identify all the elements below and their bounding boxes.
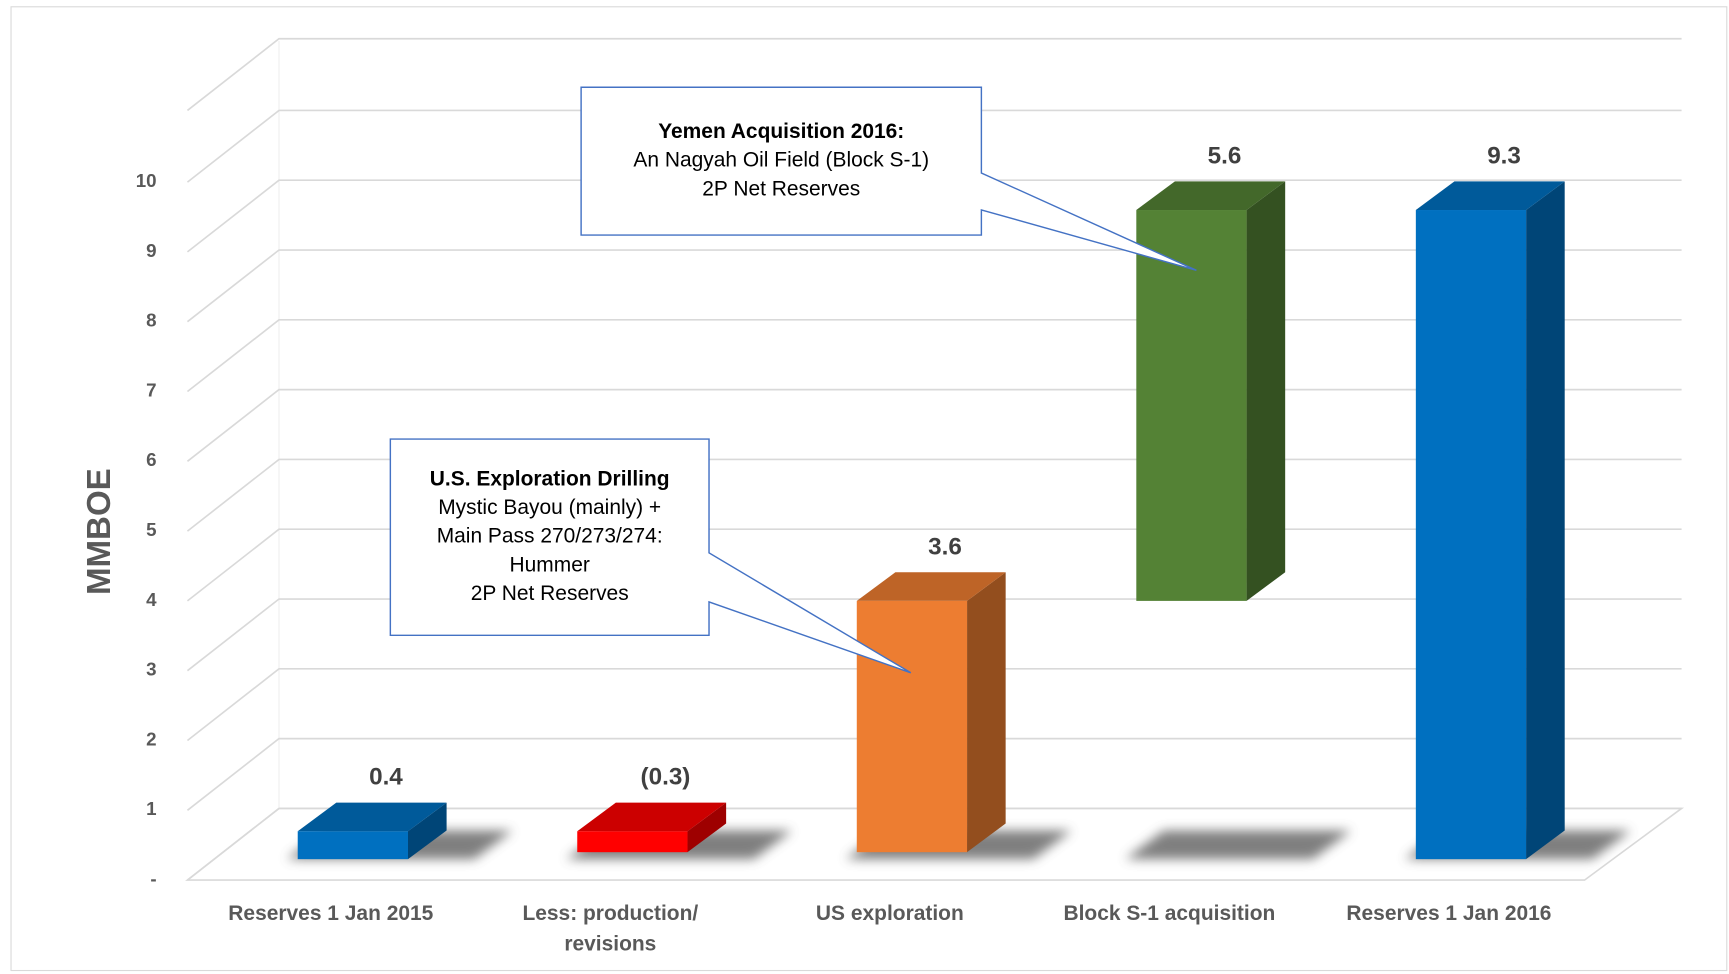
callout-title: Yemen Acquisition 2016: xyxy=(658,120,905,144)
callout-box xyxy=(389,438,912,674)
value-label: (0.3) xyxy=(641,764,691,791)
bar xyxy=(297,831,408,860)
callout-box xyxy=(580,86,1197,272)
grid-line xyxy=(186,737,1682,811)
callout: Yemen Acquisition 2016: An Nagyah Oil Fie… xyxy=(581,87,981,235)
y-tick-label: 3 xyxy=(146,659,156,680)
bar-top xyxy=(1415,181,1565,211)
x-tick-text: Reserves 1 Jan 2015 xyxy=(228,902,434,926)
x-tick-text: US exploration xyxy=(815,902,964,926)
bar xyxy=(1136,210,1247,601)
callout-line: An Nagyah Oil Field (Block S-1) xyxy=(633,149,930,173)
callout: U.S. Exploration Drilling Mystic Bayou (m… xyxy=(390,439,709,635)
bar-side xyxy=(1246,181,1286,601)
value-label: 3.6 xyxy=(928,533,962,560)
bar-top xyxy=(1136,181,1286,211)
bar-top xyxy=(856,572,1006,601)
x-tick-label-body: Block S-1 acquisition xyxy=(1037,899,1302,930)
bar xyxy=(856,600,968,853)
x-tick-label: Block S-1 acquisition xyxy=(1037,899,1302,930)
grid-line xyxy=(186,109,1682,183)
x-tick-text: Less: production/ revisions xyxy=(522,902,699,957)
y-tick-label: 7 xyxy=(146,379,156,400)
bar-top xyxy=(577,802,727,832)
callout-line: 2P Net Reserves xyxy=(470,582,629,606)
callout-line: 2P Net Reserves xyxy=(702,177,861,201)
y-tick-label: 9 xyxy=(146,240,156,261)
callout-title: U.S. Exploration Drilling xyxy=(429,467,670,491)
grid-line xyxy=(186,179,1682,253)
y-tick-label: 8 xyxy=(146,310,156,331)
grid-line xyxy=(186,668,1682,742)
y-tick-label: 10 xyxy=(136,170,157,191)
bar-shadow xyxy=(1125,830,1352,860)
x-tick-label: Less: production/ revisions xyxy=(478,899,743,961)
value-label: 5.6 xyxy=(1208,142,1242,169)
y-axis-label: MMBOE xyxy=(81,468,118,595)
bar-side xyxy=(407,802,447,860)
x-tick-label-body: Reserves 1 Jan 2015 xyxy=(198,899,463,930)
y-tick-label: 2 xyxy=(146,728,156,749)
callout-body: Yemen Acquisition 2016: An Nagyah Oil Fie… xyxy=(581,87,981,235)
x-tick-label: Reserves 1 Jan 2015 xyxy=(198,899,463,930)
callout-line: Main Pass 270/273/274: xyxy=(436,525,663,549)
y-tick-label: 4 xyxy=(146,589,157,610)
value-label: 9.3 xyxy=(1487,142,1521,169)
y-tick-label: 6 xyxy=(146,449,156,470)
callout-line: Hummer xyxy=(509,553,590,577)
grid-line xyxy=(186,807,1682,881)
callout-body: U.S. Exploration Drilling Mystic Bayou (m… xyxy=(390,439,709,635)
value-label: 0.4 xyxy=(369,764,403,791)
y-tick-label: 5 xyxy=(146,519,156,540)
bar-top xyxy=(297,802,447,832)
y-tick-label: 1 xyxy=(146,798,156,819)
bar xyxy=(1415,210,1527,860)
x-tick-text: Reserves 1 Jan 2016 xyxy=(1346,902,1552,926)
x-tick-label-body: Reserves 1 Jan 2016 xyxy=(1317,899,1582,930)
x-tick-text: Block S-1 acquisition xyxy=(1063,902,1276,926)
x-tick-label-body: US exploration xyxy=(758,899,1023,930)
bar-side xyxy=(1526,181,1565,860)
y-tick-label: - xyxy=(150,868,156,889)
bar xyxy=(577,831,688,853)
x-tick-label: Reserves 1 Jan 2016 xyxy=(1317,899,1582,930)
x-tick-label: US exploration xyxy=(758,899,1023,930)
x-tick-label-body: Less: production/ revisions xyxy=(478,899,743,961)
bar-side xyxy=(967,572,1006,853)
wall-top-line xyxy=(186,37,1682,112)
callout-line: Mystic Bayou (mainly) + xyxy=(438,496,662,520)
frame xyxy=(10,6,1728,972)
bar-side xyxy=(687,802,727,853)
